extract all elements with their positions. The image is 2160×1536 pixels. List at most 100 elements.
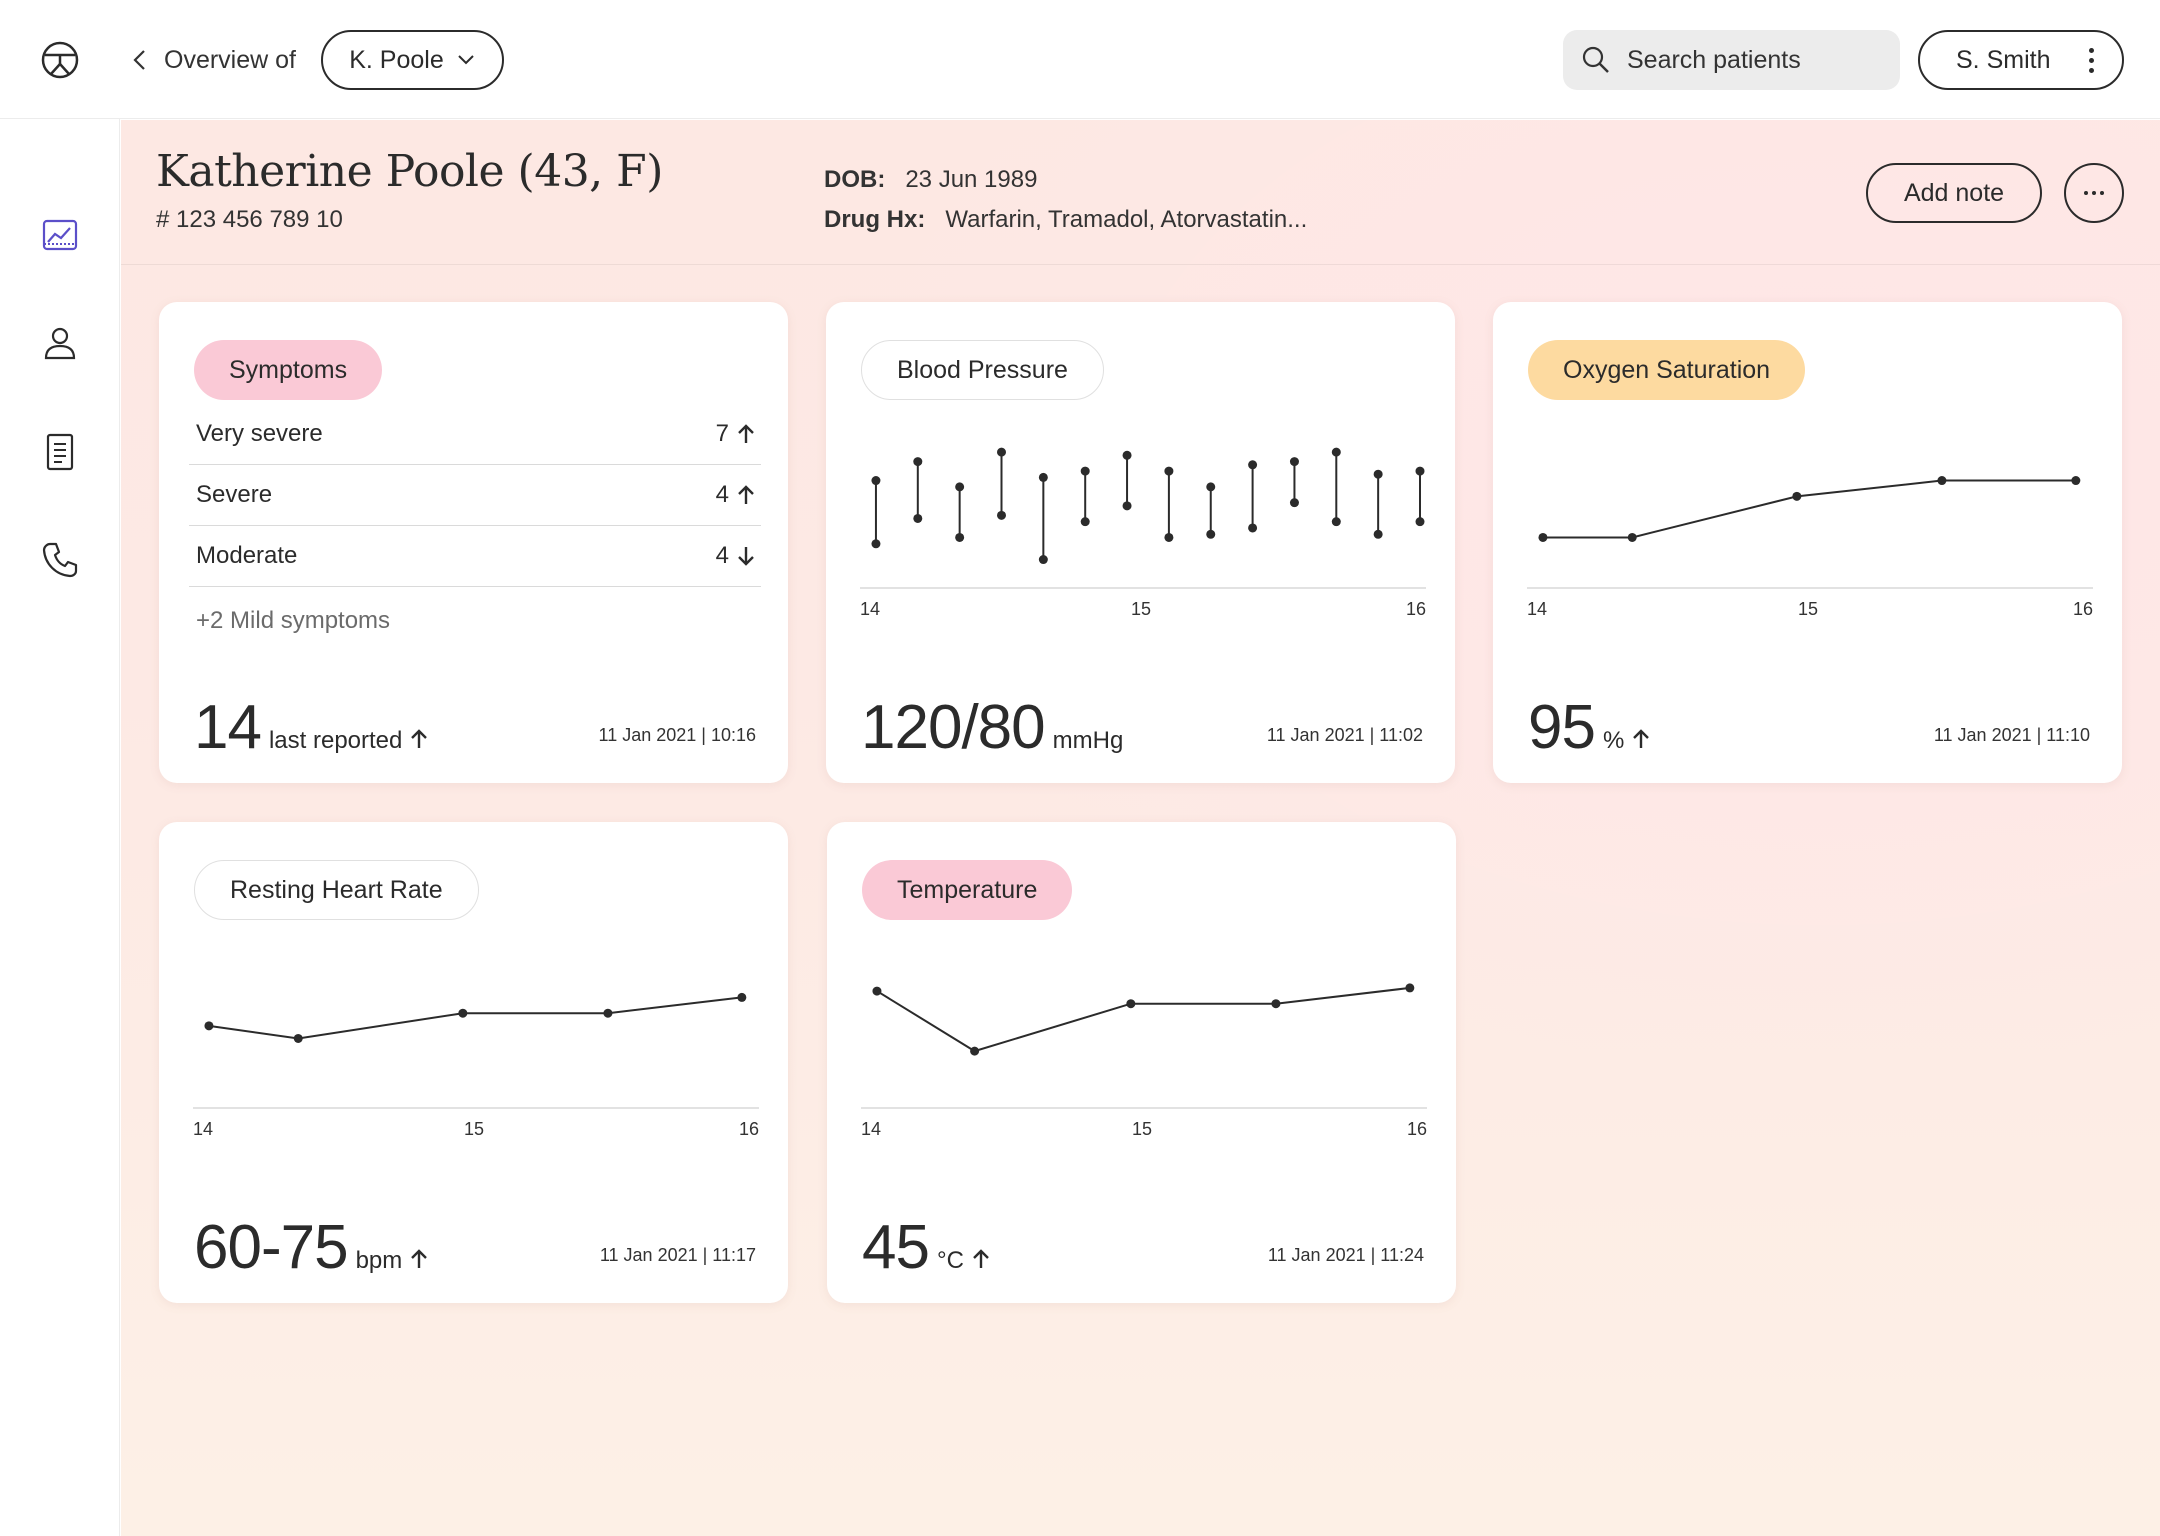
oxygen-saturation-value: 95 [1528, 693, 1596, 762]
high-point [1289, 457, 1299, 467]
x-tick-label: 14 [1527, 599, 1547, 619]
data-point [603, 1008, 613, 1018]
data-point [737, 992, 747, 1002]
document-icon[interactable] [40, 432, 80, 472]
x-tick-label: 14 [861, 1119, 881, 1139]
dob-label: DOB: [824, 166, 886, 193]
data-point [293, 1033, 303, 1043]
symptoms-unit: last reported [268, 727, 403, 754]
person-icon[interactable] [40, 323, 80, 363]
drug-history-label: Drug Hx: [824, 206, 926, 233]
oxygen-saturation-pill[interactable]: Oxygen Saturation [1528, 340, 1806, 400]
heart-rate-pill[interactable]: Resting Heart Rate [194, 860, 479, 920]
high-point [1122, 450, 1132, 460]
patient-id: # 123 456 789 10 [156, 206, 343, 233]
timestamp: 11 Jan 2021 | 11:24 [1267, 1245, 1424, 1265]
high-point [871, 476, 881, 486]
more-options-button[interactable] [2064, 163, 2124, 223]
patient-header: Katherine Poole (43, F) # 123 456 789 10… [121, 120, 2160, 265]
low-point [955, 532, 965, 542]
low-point [1122, 501, 1132, 511]
dob-row: DOB: 23 Jun 1989 [824, 166, 1037, 194]
heart-rate-value: 60-75 [194, 1213, 349, 1282]
data-point [1937, 476, 1947, 486]
series-line [876, 986, 1410, 1053]
timestamp: 11 Jan 2021 | 11:10 [1933, 725, 2090, 745]
back-link[interactable]: Overview of [130, 36, 296, 84]
temperature-unit: °C [936, 1247, 964, 1274]
symptom-row[interactable]: Severe 4 [189, 465, 761, 526]
high-point [997, 447, 1006, 457]
symptom-label: Severe [196, 481, 273, 508]
high-point [1080, 466, 1090, 476]
low-point [871, 539, 881, 549]
symptom-count: 7 [715, 420, 729, 447]
data-point [458, 1008, 468, 1018]
data-point [1405, 983, 1415, 993]
mild-symptoms-link[interactable]: +2 Mild symptoms [196, 607, 391, 634]
sidebar [0, 119, 120, 1536]
low-point [913, 513, 923, 523]
symptom-label: Moderate [196, 542, 298, 569]
high-point [1415, 466, 1425, 476]
phone-icon[interactable] [40, 540, 80, 580]
x-tick-label: 15 [1132, 1119, 1152, 1139]
high-point [1331, 447, 1341, 457]
oxygen-saturation-card[interactable]: Oxygen Saturation 14 15 16 95 % 11 Jan 202… [1493, 302, 2122, 783]
patient-select[interactable]: K. Poole [321, 30, 504, 90]
main-content: Katherine Poole (43, F) # 123 456 789 10… [121, 120, 2160, 1536]
x-tick-label: 16 [1407, 1119, 1427, 1139]
blood-pressure-value: 120/80 [861, 693, 1046, 762]
data-point [1792, 491, 1802, 501]
temperature-pill[interactable]: Temperature [862, 860, 1073, 920]
blood-pressure-summary: 120/80 mmHg [861, 692, 1123, 763]
patient-name: Katherine Poole (43, F) [156, 146, 663, 197]
data-point [1627, 532, 1637, 542]
arrow-up-icon [411, 1248, 428, 1268]
x-tick-label: 16 [739, 1119, 759, 1139]
symptoms-card[interactable]: Symptoms Very severe 7 Severe 4 Moderate… [159, 302, 788, 783]
x-tick-label: 16 [1406, 599, 1426, 619]
search-input[interactable] [1627, 45, 1877, 75]
oxygen-saturation-chart: 14 15 16 [1527, 476, 2093, 619]
symptoms-pill[interactable]: Symptoms [194, 340, 383, 400]
high-point [1373, 469, 1383, 479]
user-menu-button[interactable]: S. Smith [1918, 30, 2124, 90]
high-point [955, 482, 965, 492]
arrow-down-icon [738, 547, 754, 566]
symptom-label: Very severe [196, 420, 323, 447]
blood-pressure-pill[interactable]: Blood Pressure [861, 340, 1104, 400]
add-note-button[interactable]: Add note [1866, 163, 2042, 223]
data-point [1271, 999, 1281, 1009]
chart-line-icon[interactable] [40, 215, 80, 255]
data-point [1126, 999, 1136, 1009]
x-tick-label: 16 [2073, 599, 2093, 619]
series-line [1542, 479, 2076, 539]
temperature-chart: 14 15 16 [861, 983, 1427, 1139]
arrow-up-icon [973, 1248, 989, 1268]
high-point [1248, 460, 1258, 470]
blood-pressure-card[interactable]: Blood Pressure 14 15 16 120/80 mmHg 11 Jan… [826, 302, 1455, 783]
symptom-row[interactable]: Very severe 7 [189, 404, 761, 465]
low-point [1206, 529, 1216, 539]
data-point [204, 1021, 214, 1031]
temperature-card[interactable]: Temperature 14 15 16 45 °C 11 Jan 2021 | 1… [827, 822, 1456, 1303]
x-tick-label: 15 [1798, 599, 1818, 619]
drug-history-value: Warfarin, Tramadol, Atorvastatin... [945, 206, 1308, 233]
logo-icon[interactable] [40, 40, 80, 80]
data-point [2071, 476, 2081, 486]
symptom-count: 4 [715, 542, 729, 569]
heart-rate-card[interactable]: Resting Heart Rate 14 15 16 60-75 bpm 11 J… [159, 822, 788, 1303]
low-point [1164, 532, 1174, 542]
back-label: Overview of [164, 45, 296, 74]
symptom-row[interactable]: Moderate 4 [189, 526, 761, 587]
data-point [1538, 532, 1548, 542]
search-box[interactable] [1563, 30, 1900, 90]
low-point [1415, 517, 1425, 527]
arrow-up-icon [738, 424, 754, 443]
arrow-up-icon [411, 728, 428, 748]
drug-history-row: Drug Hx: Warfarin, Tramadol, Atorvastatin… [824, 206, 1307, 234]
low-point [1331, 517, 1341, 527]
timestamp: 11 Jan 2021 | 11:17 [599, 1245, 756, 1265]
heart-rate-summary: 60-75 bpm [194, 1212, 428, 1283]
